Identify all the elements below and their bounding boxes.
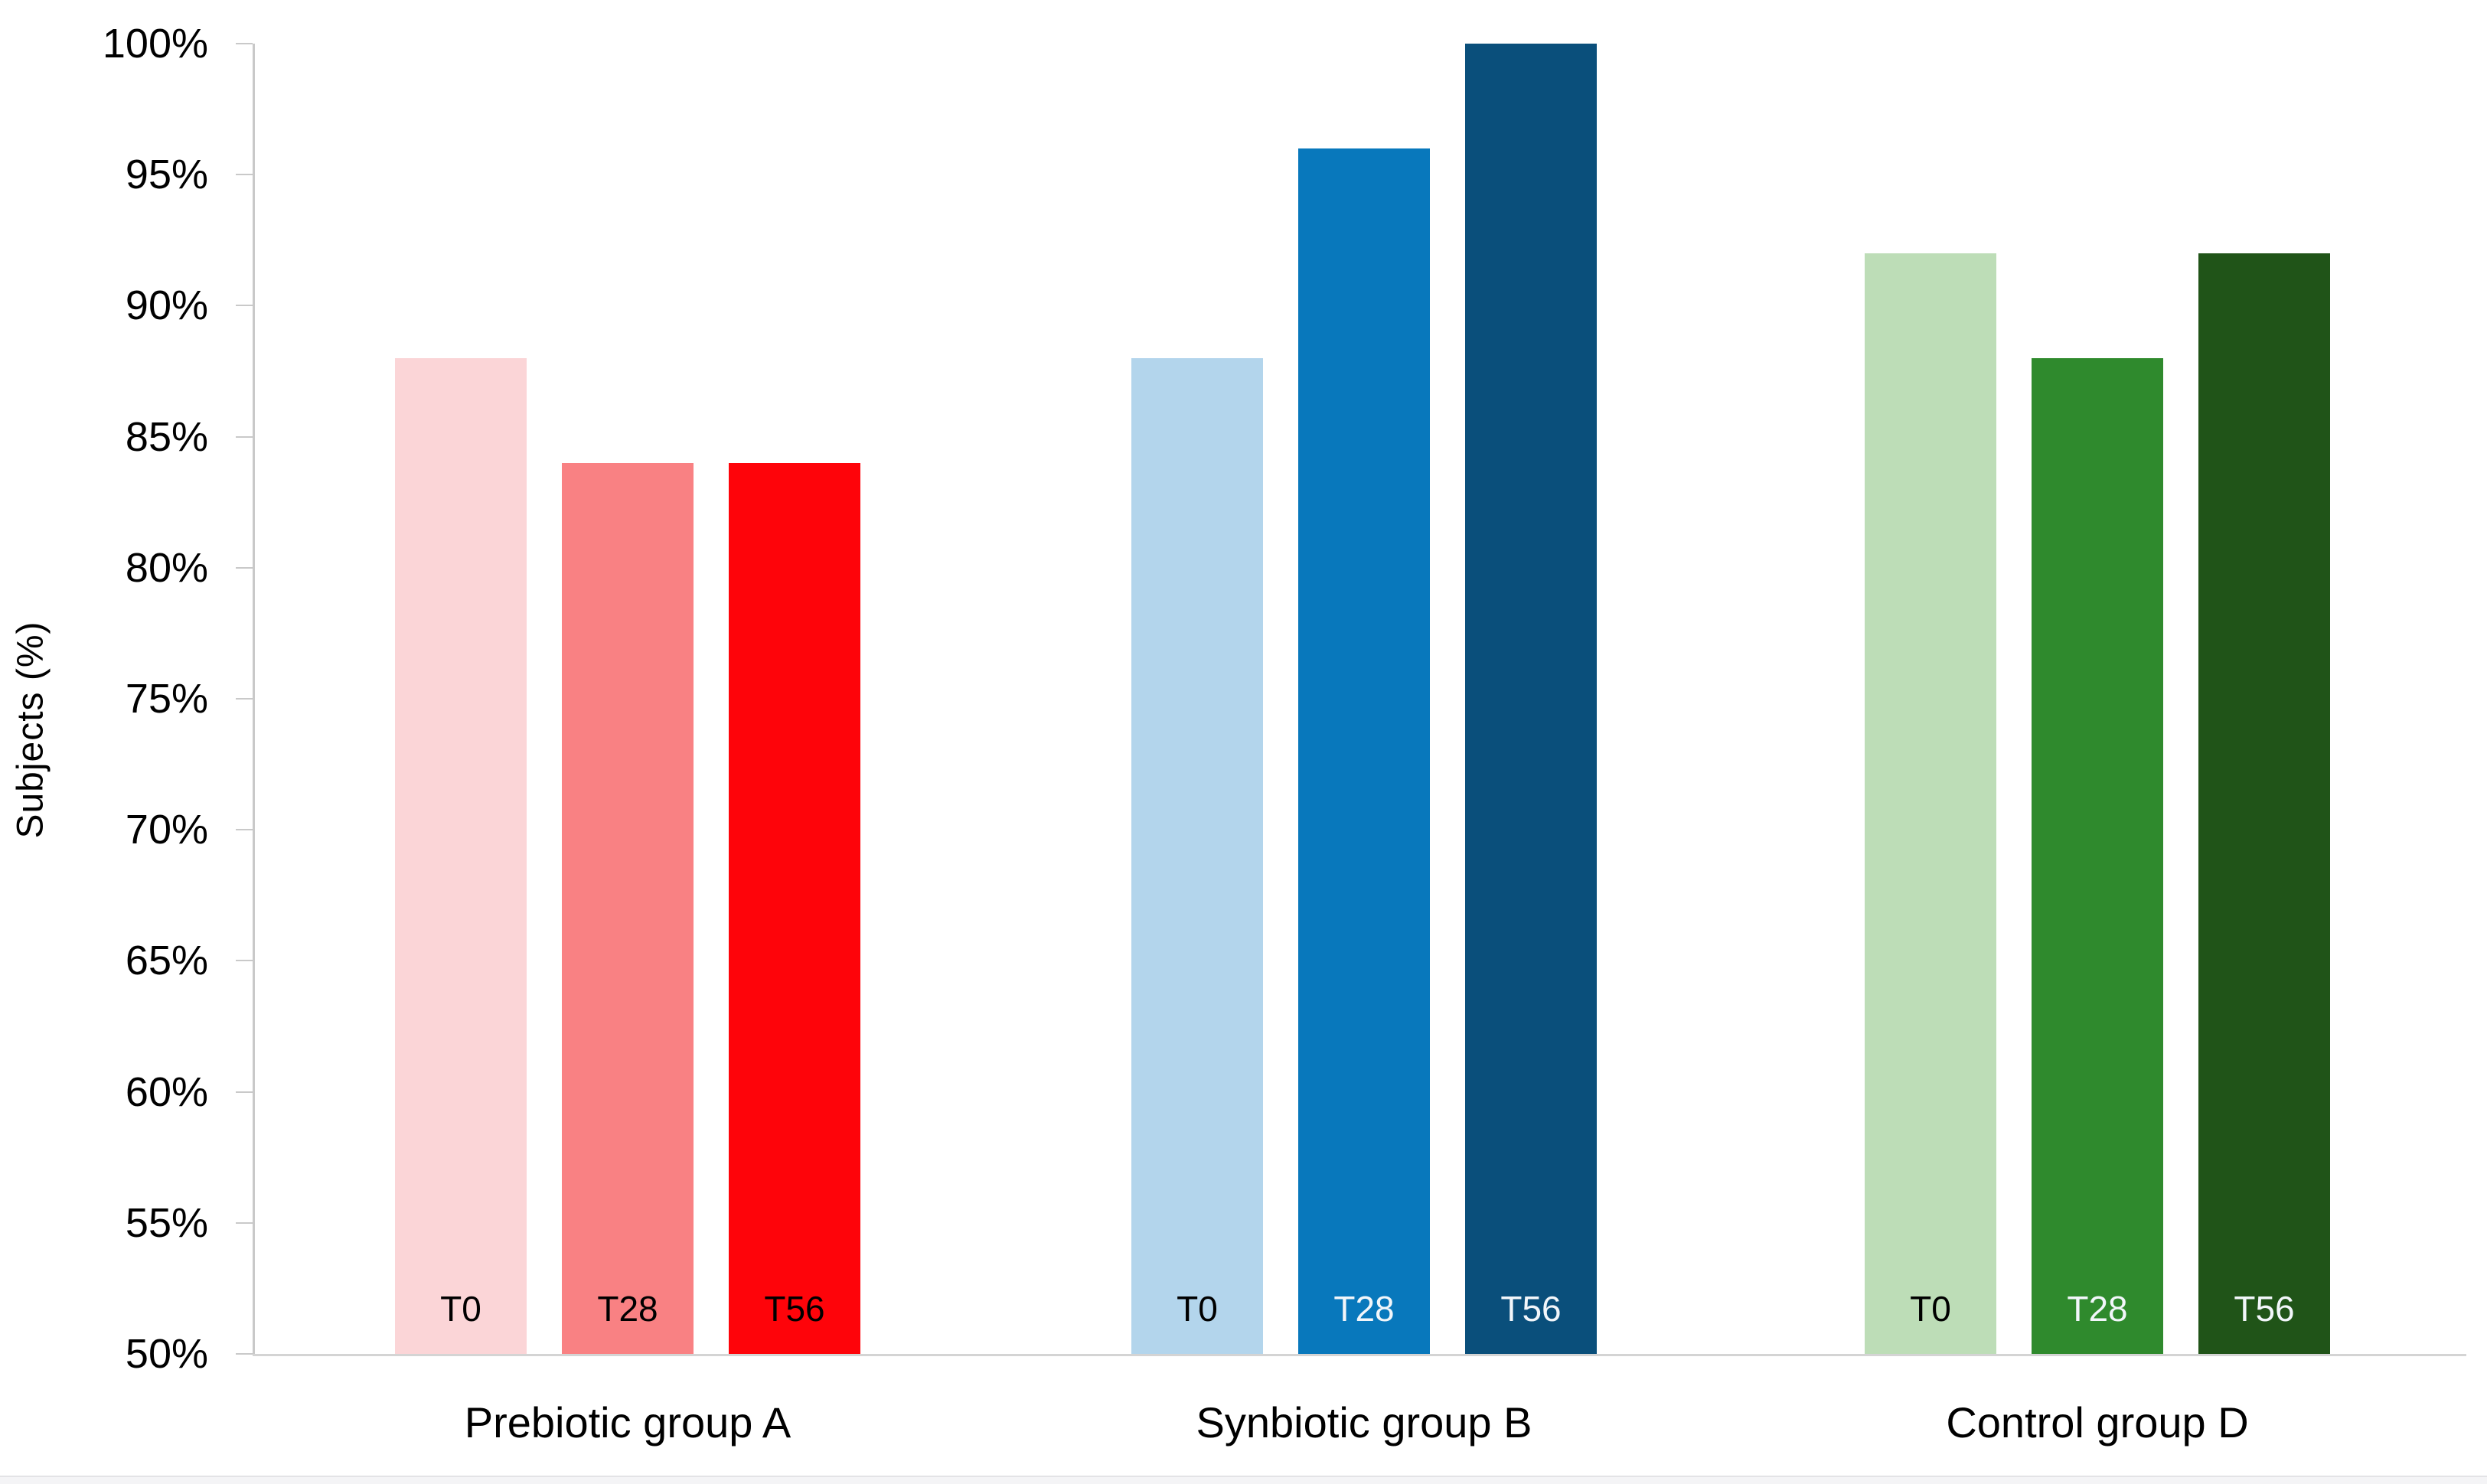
bar-control-group-d-t56: T56 xyxy=(2198,253,2330,1354)
y-tick-label-80: 80% xyxy=(125,544,208,591)
y-tick-label-90: 90% xyxy=(125,282,208,329)
y-tick-mark-55 xyxy=(236,1221,253,1224)
y-tick-mark-100 xyxy=(236,43,253,44)
y-tick-label-75: 75% xyxy=(125,676,208,722)
bar-control-group-d-t0: T0 xyxy=(1865,253,1996,1354)
y-tick-label-100: 100% xyxy=(102,21,208,67)
y-tick-mark-75 xyxy=(236,698,253,700)
bar-synbiotic-group-b-t56: T56 xyxy=(1465,44,1597,1354)
bar-label-synbiotic-group-b-t28: T28 xyxy=(1333,1289,1395,1329)
bar-label-prebiotic-group-a-t28: T28 xyxy=(597,1289,658,1329)
bar-label-prebiotic-group-a-t56: T56 xyxy=(764,1289,825,1329)
x-axis-line xyxy=(253,1354,2466,1356)
y-tick-label-65: 65% xyxy=(125,938,208,984)
bar-label-synbiotic-group-b-t0: T0 xyxy=(1177,1289,1218,1329)
bottom-strip xyxy=(0,1476,2487,1484)
bar-label-control-group-d-t28: T28 xyxy=(2067,1289,2128,1329)
bar-label-prebiotic-group-a-t0: T0 xyxy=(440,1289,481,1329)
y-tick-label-95: 95% xyxy=(125,152,208,198)
bar-control-group-d-t28: T28 xyxy=(2032,357,2163,1354)
bar-prebiotic-group-a-t28: T28 xyxy=(562,462,694,1354)
y-tick-label-85: 85% xyxy=(125,413,208,460)
y-tick-label-50: 50% xyxy=(125,1331,208,1377)
y-tick-mark-95 xyxy=(236,174,253,176)
bar-label-control-group-d-t0: T0 xyxy=(1910,1289,1951,1329)
y-tick-label-60: 60% xyxy=(125,1068,208,1115)
bar-synbiotic-group-b-t28: T28 xyxy=(1298,148,1430,1354)
y-tick-label-55: 55% xyxy=(125,1199,208,1246)
x-group-label-prebiotic-group-a: Prebiotic group A xyxy=(464,1398,791,1446)
y-tick-mark-90 xyxy=(236,305,253,307)
y-tick-mark-70 xyxy=(236,829,253,831)
y-tick-mark-50 xyxy=(236,1353,253,1355)
bar-synbiotic-group-b-t0: T0 xyxy=(1131,357,1263,1354)
y-tick-mark-65 xyxy=(236,960,253,962)
plot-area: T0 T28 T56 T0 T28 T56 T0 T28 T56 xyxy=(253,44,2466,1354)
y-tick-mark-80 xyxy=(236,566,253,569)
y-axis-line xyxy=(253,44,255,1356)
x-group-label-control-group-d: Control group D xyxy=(1946,1398,2249,1446)
x-group-label-synbiotic-group-b: Synbiotic group B xyxy=(1196,1398,1532,1446)
bar-label-synbiotic-group-b-t56: T56 xyxy=(1500,1289,1562,1329)
bar-label-control-group-d-t56: T56 xyxy=(2234,1289,2295,1329)
bar-prebiotic-group-a-t56: T56 xyxy=(729,462,860,1354)
y-tick-mark-85 xyxy=(236,435,253,438)
y-tick-mark-60 xyxy=(236,1091,253,1093)
y-tick-label-70: 70% xyxy=(125,807,208,853)
bar-prebiotic-group-a-t0: T0 xyxy=(395,357,527,1354)
